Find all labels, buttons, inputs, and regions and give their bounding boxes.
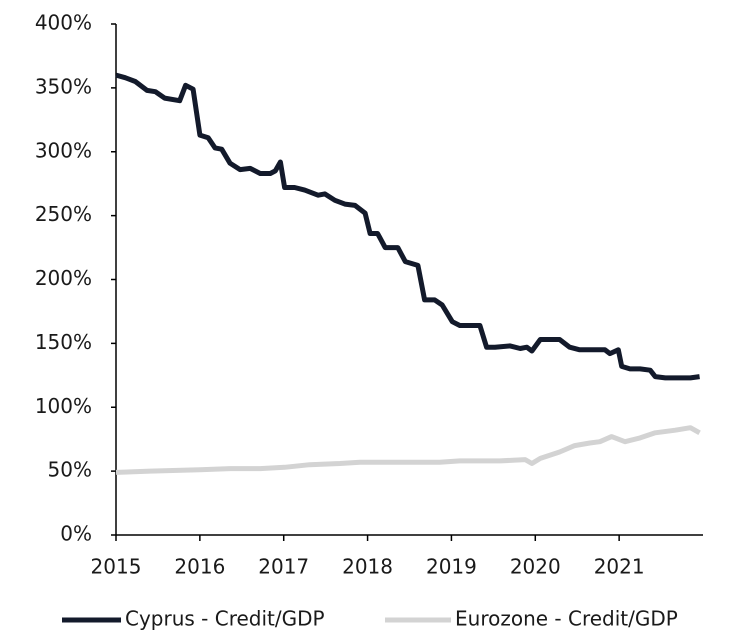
- legend-label: Cyprus - Credit/GDP: [125, 607, 325, 631]
- y-tick-label: 150%: [35, 330, 92, 354]
- legend-label: Eurozone - Credit/GDP: [455, 607, 678, 631]
- y-tick-label: 350%: [35, 74, 92, 98]
- x-tick-label: 2021: [594, 555, 645, 579]
- y-tick-label: 300%: [35, 138, 92, 162]
- y-tick-label: 0%: [60, 522, 92, 546]
- y-tick-label: 400%: [35, 11, 92, 35]
- x-tick-label: 2018: [342, 555, 393, 579]
- x-tick-label: 2016: [174, 555, 225, 579]
- line-series: [115, 425, 701, 475]
- y-tick-label: 50%: [48, 458, 92, 482]
- x-tick-label: 2017: [258, 555, 309, 579]
- y-tick-label: 200%: [35, 266, 92, 290]
- x-tick-label: 2020: [510, 555, 561, 579]
- y-tick-label: 100%: [35, 394, 92, 418]
- line-series: [115, 72, 700, 381]
- x-tick-label: 2019: [426, 555, 477, 579]
- y-tick-label: 250%: [35, 202, 92, 226]
- x-tick-label: 2015: [91, 555, 142, 579]
